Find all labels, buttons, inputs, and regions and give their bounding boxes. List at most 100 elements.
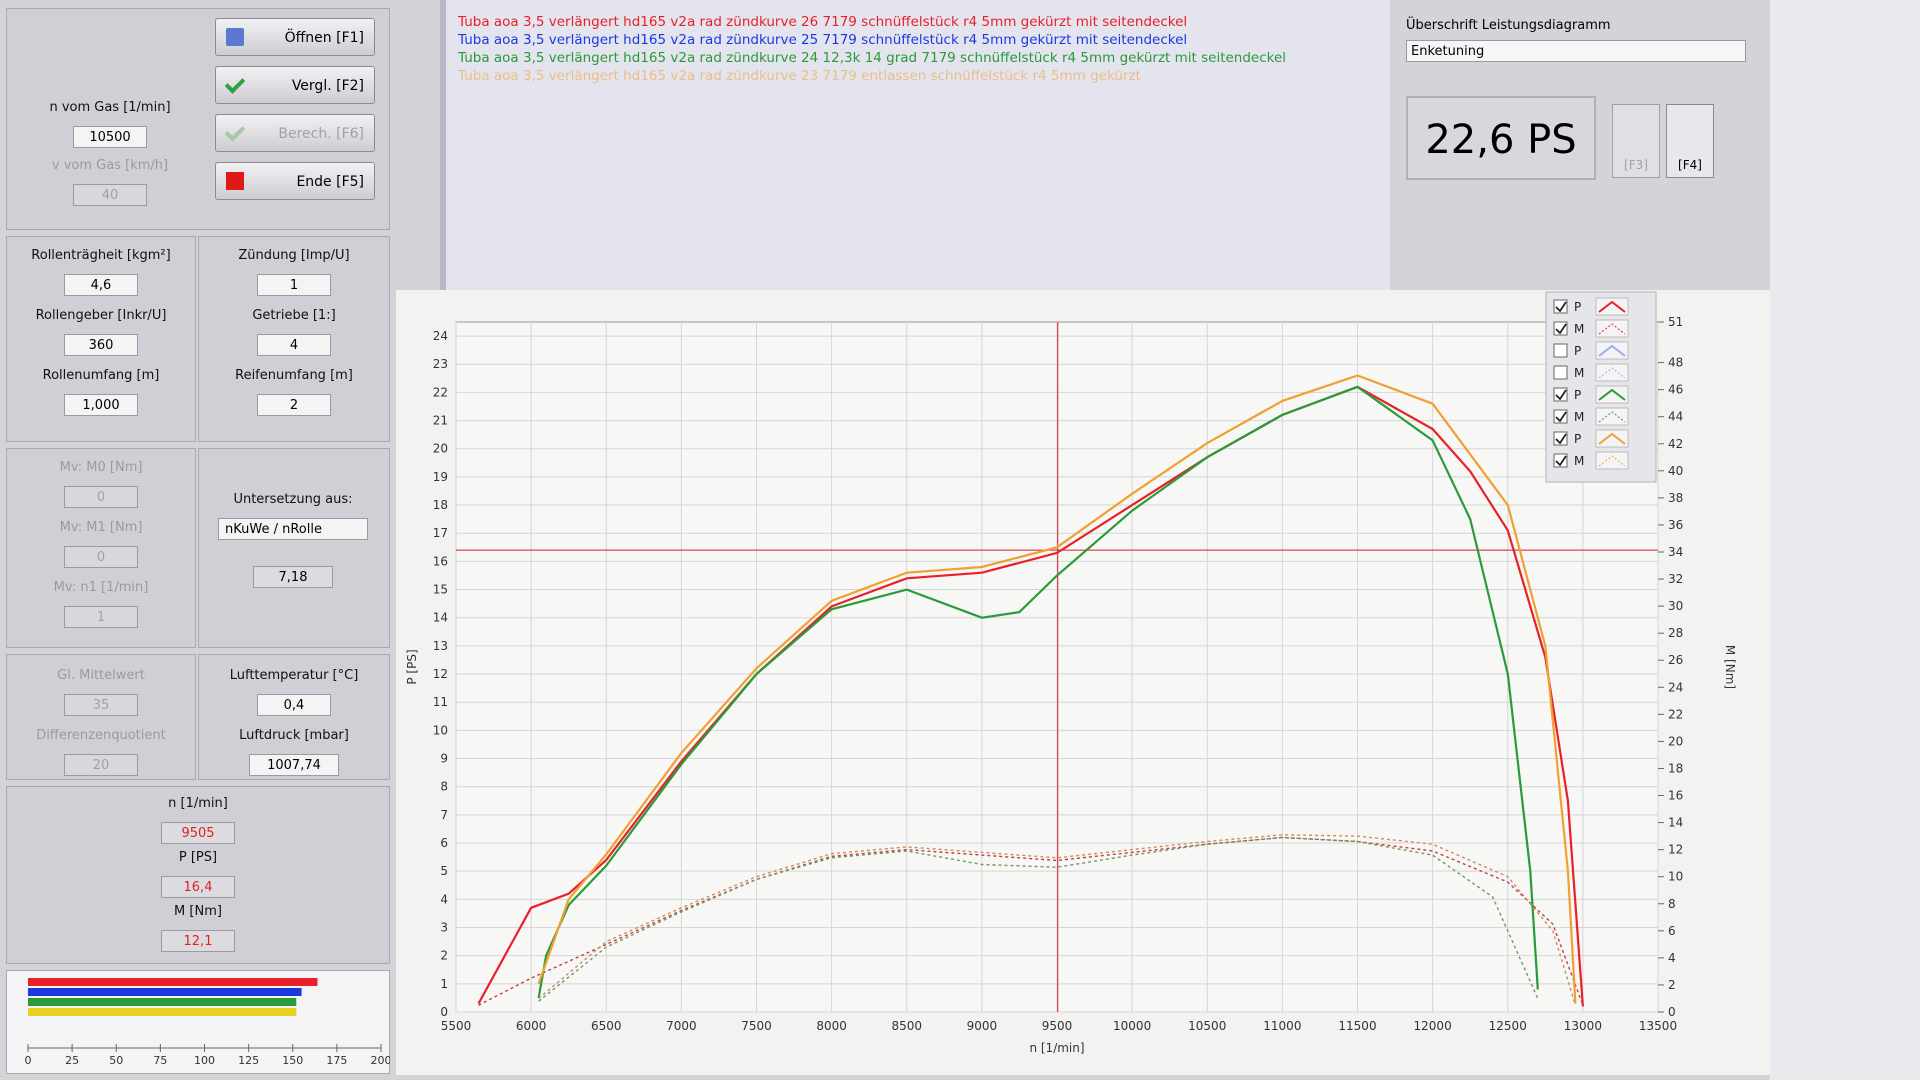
- y-tick-label: 6: [440, 836, 448, 850]
- toggle-swatch: [1598, 344, 1626, 357]
- field-value[interactable]: 360: [64, 334, 138, 356]
- y2-tick-label: 14: [1668, 816, 1683, 830]
- heading-label: Überschrift Leistungsdiagramm: [1406, 18, 1611, 33]
- field-label: Lufttemperatur [°C]: [229, 668, 359, 683]
- y-tick-label: 3: [440, 921, 448, 935]
- power-display: 22,6 PS: [1406, 96, 1596, 180]
- y2-tick-label: 36: [1668, 518, 1683, 532]
- end-button[interactable]: Ende [F5]: [215, 162, 375, 200]
- y-tick-label: 21: [433, 414, 448, 428]
- y-tick-label: 22: [433, 385, 448, 399]
- app-window: Öffnen [F1] Vergl. [F2] Berech. [F6] End…: [6, 0, 1770, 1075]
- x-tick-label: 13500: [1639, 1019, 1677, 1033]
- toggle-icon: [1595, 451, 1629, 470]
- toggle-swatch: [1598, 300, 1626, 313]
- x-axis-label: n [1/min]: [1029, 1041, 1084, 1055]
- meter-tick-label: 150: [282, 1054, 303, 1067]
- y2-tick-label: 46: [1668, 383, 1683, 397]
- toggle-checkbox[interactable]: [1553, 431, 1568, 446]
- reduction-group: [198, 448, 390, 648]
- toggle-label: P: [1574, 432, 1581, 446]
- field-value[interactable]: 4: [257, 334, 331, 356]
- heading-input[interactable]: Enketuning: [1406, 40, 1746, 62]
- field-label: v vom Gas [km/h]: [51, 158, 169, 173]
- y-tick-label: 19: [433, 470, 448, 484]
- meter-tick-label: 50: [109, 1054, 123, 1067]
- field-value[interactable]: 0,4: [257, 694, 331, 716]
- calc-button[interactable]: Berech. [F6]: [215, 114, 375, 152]
- x-tick-label: 12000: [1414, 1019, 1452, 1033]
- toggle-swatch: [1598, 388, 1626, 401]
- y2-tick-label: 30: [1668, 599, 1683, 613]
- reduction-label: Untersetzung aus:: [233, 492, 353, 507]
- field-value: 16,4: [161, 876, 235, 898]
- reduction-source[interactable]: nKuWe / nRolle: [218, 518, 368, 540]
- toggle-icon: [1595, 385, 1629, 404]
- field-value[interactable]: 1: [257, 274, 331, 296]
- y2-tick-label: 18: [1668, 761, 1683, 775]
- toggle-label: P: [1574, 344, 1581, 358]
- meter-tick-label: 100: [194, 1054, 215, 1067]
- field-label: Getriebe [1:]: [252, 308, 336, 323]
- y2-tick-label: 42: [1668, 437, 1683, 451]
- torque-line: [538, 834, 1577, 1006]
- field-value[interactable]: 1,000: [64, 394, 138, 416]
- y-tick-label: 18: [433, 498, 448, 512]
- toggle-checkbox[interactable]: [1553, 409, 1568, 424]
- toggle-checkbox[interactable]: [1553, 453, 1568, 468]
- toggle-checkbox[interactable]: [1553, 321, 1568, 336]
- x-tick-label: 8500: [891, 1019, 922, 1033]
- field-label: Zündung [Imp/U]: [238, 248, 350, 263]
- toggle-icon: [1595, 407, 1629, 426]
- compare-button[interactable]: Vergl. [F2]: [215, 66, 375, 104]
- open-button[interactable]: Öffnen [F1]: [215, 18, 375, 56]
- toggle-swatch: [1598, 411, 1626, 423]
- field-label: Mv: n1 [1/min]: [53, 580, 149, 595]
- toggle-checkbox[interactable]: [1553, 299, 1568, 314]
- toggle-swatch: [1598, 323, 1626, 335]
- field-value: 40: [73, 184, 147, 206]
- check-icon: [224, 121, 246, 142]
- y-tick-label: 10: [433, 723, 448, 737]
- y-tick-label: 1: [440, 977, 448, 991]
- field-label: M [Nm]: [174, 904, 222, 919]
- x-tick-label: 13000: [1564, 1019, 1602, 1033]
- toggle-checkbox[interactable]: [1553, 365, 1568, 380]
- x-tick-label: 11000: [1263, 1019, 1301, 1033]
- field-value[interactable]: 1007,74: [249, 754, 339, 776]
- y2-tick-label: 10: [1668, 870, 1683, 884]
- field-value: 0: [64, 486, 138, 508]
- empty-strip: [1770, 0, 1920, 1080]
- y-tick-label: 14: [433, 611, 448, 625]
- y2-tick-label: 32: [1668, 572, 1683, 586]
- y2-tick-label: 22: [1668, 707, 1683, 721]
- y2-tick-label: 16: [1668, 789, 1683, 803]
- f4-button[interactable]: [F4]: [1666, 104, 1714, 178]
- field-value: 20: [64, 754, 138, 776]
- y2-tick-label: 26: [1668, 653, 1683, 667]
- open-icon: [226, 28, 244, 46]
- y-tick-label: 7: [440, 808, 448, 822]
- toggle-label: M: [1574, 454, 1584, 468]
- toggle-checkbox[interactable]: [1553, 343, 1568, 358]
- field-value[interactable]: 10500: [73, 126, 147, 148]
- y2-tick-label: 8: [1668, 897, 1676, 911]
- field-value[interactable]: 4,6: [64, 274, 138, 296]
- f3-button[interactable]: [F3]: [1612, 104, 1660, 178]
- field-value[interactable]: 2: [257, 394, 331, 416]
- toggle-label: M: [1574, 322, 1584, 336]
- x-tick-label: 11500: [1338, 1019, 1376, 1033]
- y2-tick-label: 2: [1668, 978, 1676, 992]
- toggle-checkbox[interactable]: [1553, 387, 1568, 402]
- y2-tick-label: 44: [1668, 410, 1683, 424]
- field-label: Rollenträgheit [kgm²]: [31, 248, 171, 263]
- power-line: [477, 385, 1584, 1007]
- field-label: Mv: M0 [Nm]: [59, 460, 143, 475]
- y2-tick-label: 20: [1668, 734, 1683, 748]
- y-tick-label: 9: [440, 752, 448, 766]
- meter-group: [6, 970, 390, 1074]
- y2-tick-label: 48: [1668, 356, 1683, 370]
- x-tick-label: 10000: [1113, 1019, 1151, 1033]
- meter-bar: [28, 1008, 297, 1016]
- y2-tick-label: 0: [1668, 1005, 1676, 1019]
